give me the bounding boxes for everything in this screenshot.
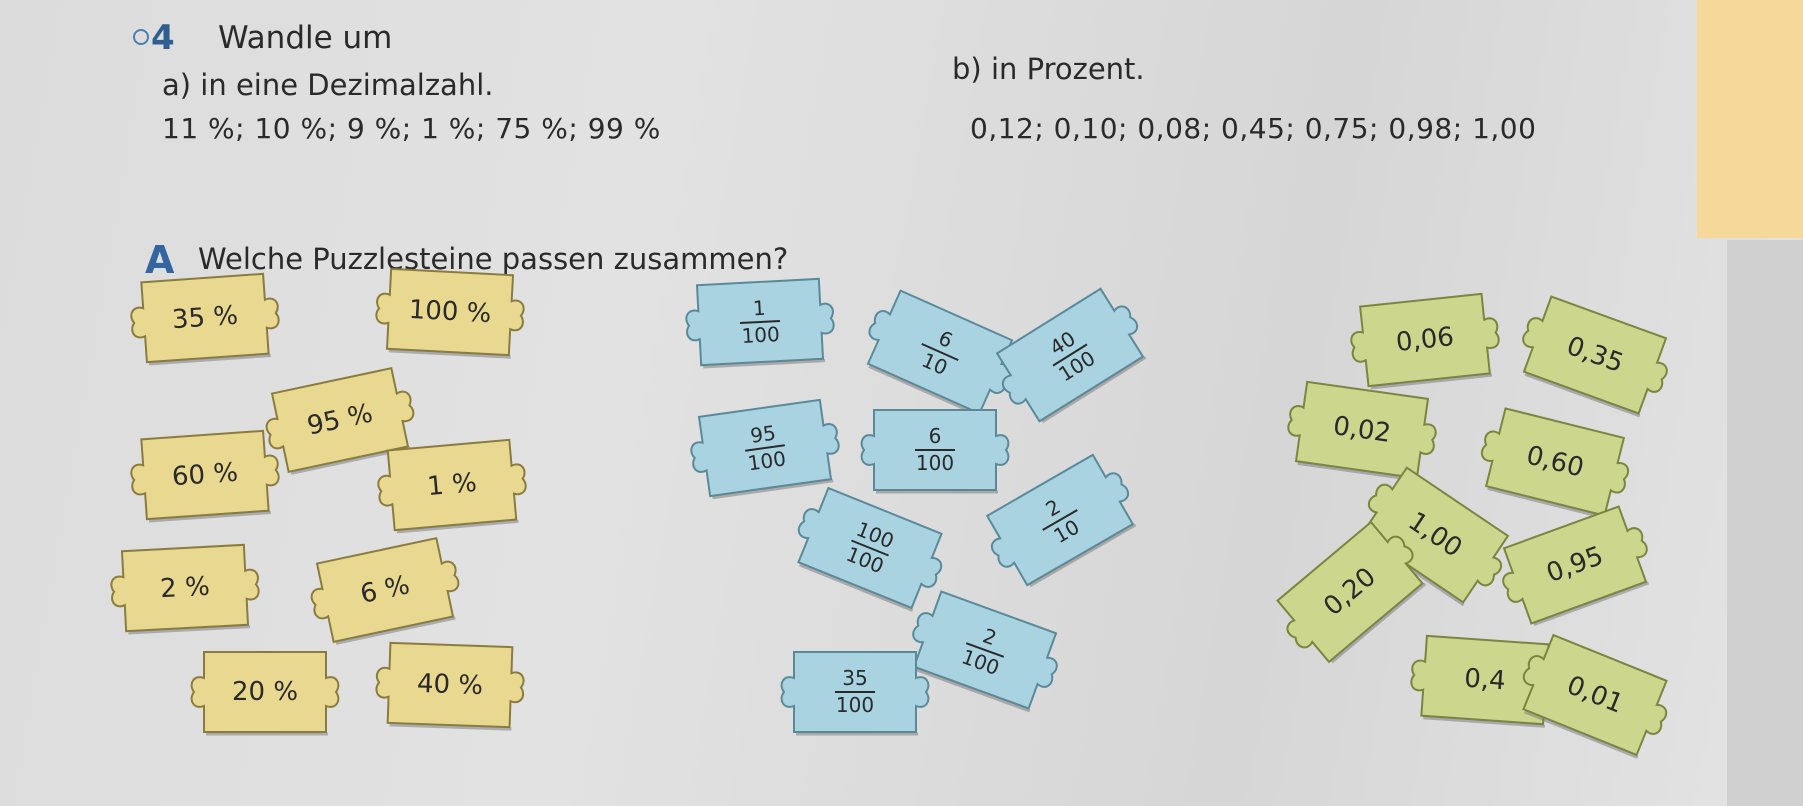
green-puzzle-piece[interactable]: 0,01 bbox=[1518, 630, 1671, 760]
blue-puzzle-piece[interactable]: 2 10 bbox=[982, 449, 1139, 590]
percent-label: 20 % bbox=[231, 677, 299, 707]
blue-puzzle-piece[interactable]: 100 100 bbox=[793, 483, 946, 613]
blue-puzzle-piece[interactable]: 6 100 bbox=[860, 406, 1010, 494]
green-puzzle-piece[interactable]: 0,06 bbox=[1350, 289, 1500, 390]
task-circle-icon bbox=[133, 29, 149, 45]
green-puzzle-piece[interactable]: 0,60 bbox=[1480, 404, 1630, 521]
part-b-label: b) in Prozent. bbox=[952, 52, 1145, 86]
yellow-puzzle-piece[interactable]: 35 % bbox=[130, 270, 280, 367]
green-puzzle-piece[interactable]: 0,20 bbox=[1272, 517, 1428, 668]
fraction-label: 1 100 bbox=[693, 275, 827, 370]
fraction-label: 100 100 bbox=[793, 483, 946, 613]
yellow-puzzle-piece[interactable]: 100 % bbox=[375, 265, 525, 360]
decimal-label: 0,60 bbox=[1523, 440, 1587, 484]
yellow-puzzle-piece[interactable]: 1 % bbox=[377, 436, 527, 535]
decimal-label: 0,95 bbox=[1542, 541, 1608, 589]
fraction-label: 95 100 bbox=[695, 395, 836, 500]
sticky-note bbox=[1697, 0, 1803, 238]
blue-puzzle-piece[interactable]: 40 100 bbox=[992, 283, 1149, 427]
decimal-label: 0,06 bbox=[1394, 322, 1456, 358]
denominator: 100 bbox=[958, 644, 1003, 681]
task-number: 4 bbox=[151, 18, 175, 58]
task-a-letter: A bbox=[145, 238, 175, 282]
fraction: 6 100 bbox=[915, 426, 955, 474]
fraction: 2 100 bbox=[958, 621, 1012, 680]
fraction-label: 2 100 bbox=[909, 586, 1061, 713]
green-puzzle-piece[interactable]: 0,35 bbox=[1519, 291, 1671, 418]
denominator: 100 bbox=[746, 446, 788, 476]
yellow-puzzle-piece[interactable]: 2 % bbox=[110, 541, 260, 636]
denominator: 100 bbox=[915, 451, 955, 475]
fraction: 95 100 bbox=[742, 420, 788, 476]
numerator: 95 bbox=[748, 420, 778, 448]
fraction-label: 2 10 bbox=[982, 449, 1139, 590]
blue-puzzle-piece[interactable]: 2 100 bbox=[909, 586, 1061, 713]
fraction: 35 100 bbox=[835, 668, 875, 716]
green-puzzle-piece[interactable]: 0,95 bbox=[1499, 501, 1651, 628]
fraction-label: 40 100 bbox=[992, 283, 1149, 427]
fraction: 1 100 bbox=[739, 295, 781, 348]
blue-puzzle-piece[interactable]: 35 100 bbox=[780, 648, 930, 736]
decimal-label: 0,35 bbox=[1562, 331, 1628, 379]
denominator: 100 bbox=[835, 693, 875, 717]
fraction: 6 10 bbox=[912, 322, 968, 382]
percent-label: 60 % bbox=[171, 457, 239, 493]
yellow-puzzle-piece[interactable]: 20 % bbox=[190, 648, 340, 736]
blue-puzzle-piece[interactable]: 95 100 bbox=[690, 395, 840, 500]
fraction-bar bbox=[835, 691, 875, 693]
part-a-label: a) in eine Dezimalzahl. bbox=[162, 68, 494, 102]
yellow-puzzle-piece[interactable]: 60 % bbox=[130, 427, 280, 524]
percent-label: 6 % bbox=[357, 570, 413, 610]
blue-puzzle-piece[interactable]: 1 100 bbox=[685, 275, 835, 370]
percent-label: 2 % bbox=[159, 571, 211, 605]
numerator: 2 bbox=[979, 623, 1000, 651]
numerator: 6 bbox=[934, 325, 957, 353]
fraction-bar bbox=[915, 449, 955, 451]
fraction-label: 6 100 bbox=[870, 406, 1000, 494]
yellow-puzzle-piece[interactable]: 40 % bbox=[375, 639, 525, 731]
task-a-title: Welche Puzzlesteine passen zusammen? bbox=[198, 242, 789, 276]
fraction: 40 100 bbox=[1040, 324, 1099, 386]
numerator: 1 bbox=[752, 295, 767, 321]
fraction-label: 35 100 bbox=[790, 648, 920, 736]
part-b-values: 0,12; 0,10; 0,08; 0,45; 0,75; 0,98; 1,00 bbox=[970, 112, 1537, 145]
task-title: Wandle um bbox=[218, 20, 393, 56]
denominator: 100 bbox=[740, 321, 781, 348]
yellow-puzzle-piece[interactable]: 6 % bbox=[310, 533, 460, 646]
numerator: 35 bbox=[842, 666, 868, 690]
part-a-values: 11 %; 10 %; 9 %; 1 %; 75 %; 99 % bbox=[162, 112, 661, 145]
percent-label: 40 % bbox=[416, 668, 484, 702]
fraction: 100 100 bbox=[842, 517, 898, 579]
fraction: 2 10 bbox=[1031, 489, 1090, 551]
percent-label: 35 % bbox=[171, 300, 239, 336]
percent-label: 1 % bbox=[426, 467, 478, 503]
page-edge bbox=[1727, 240, 1803, 806]
numerator: 6 bbox=[928, 424, 942, 448]
percent-label: 100 % bbox=[407, 294, 493, 330]
